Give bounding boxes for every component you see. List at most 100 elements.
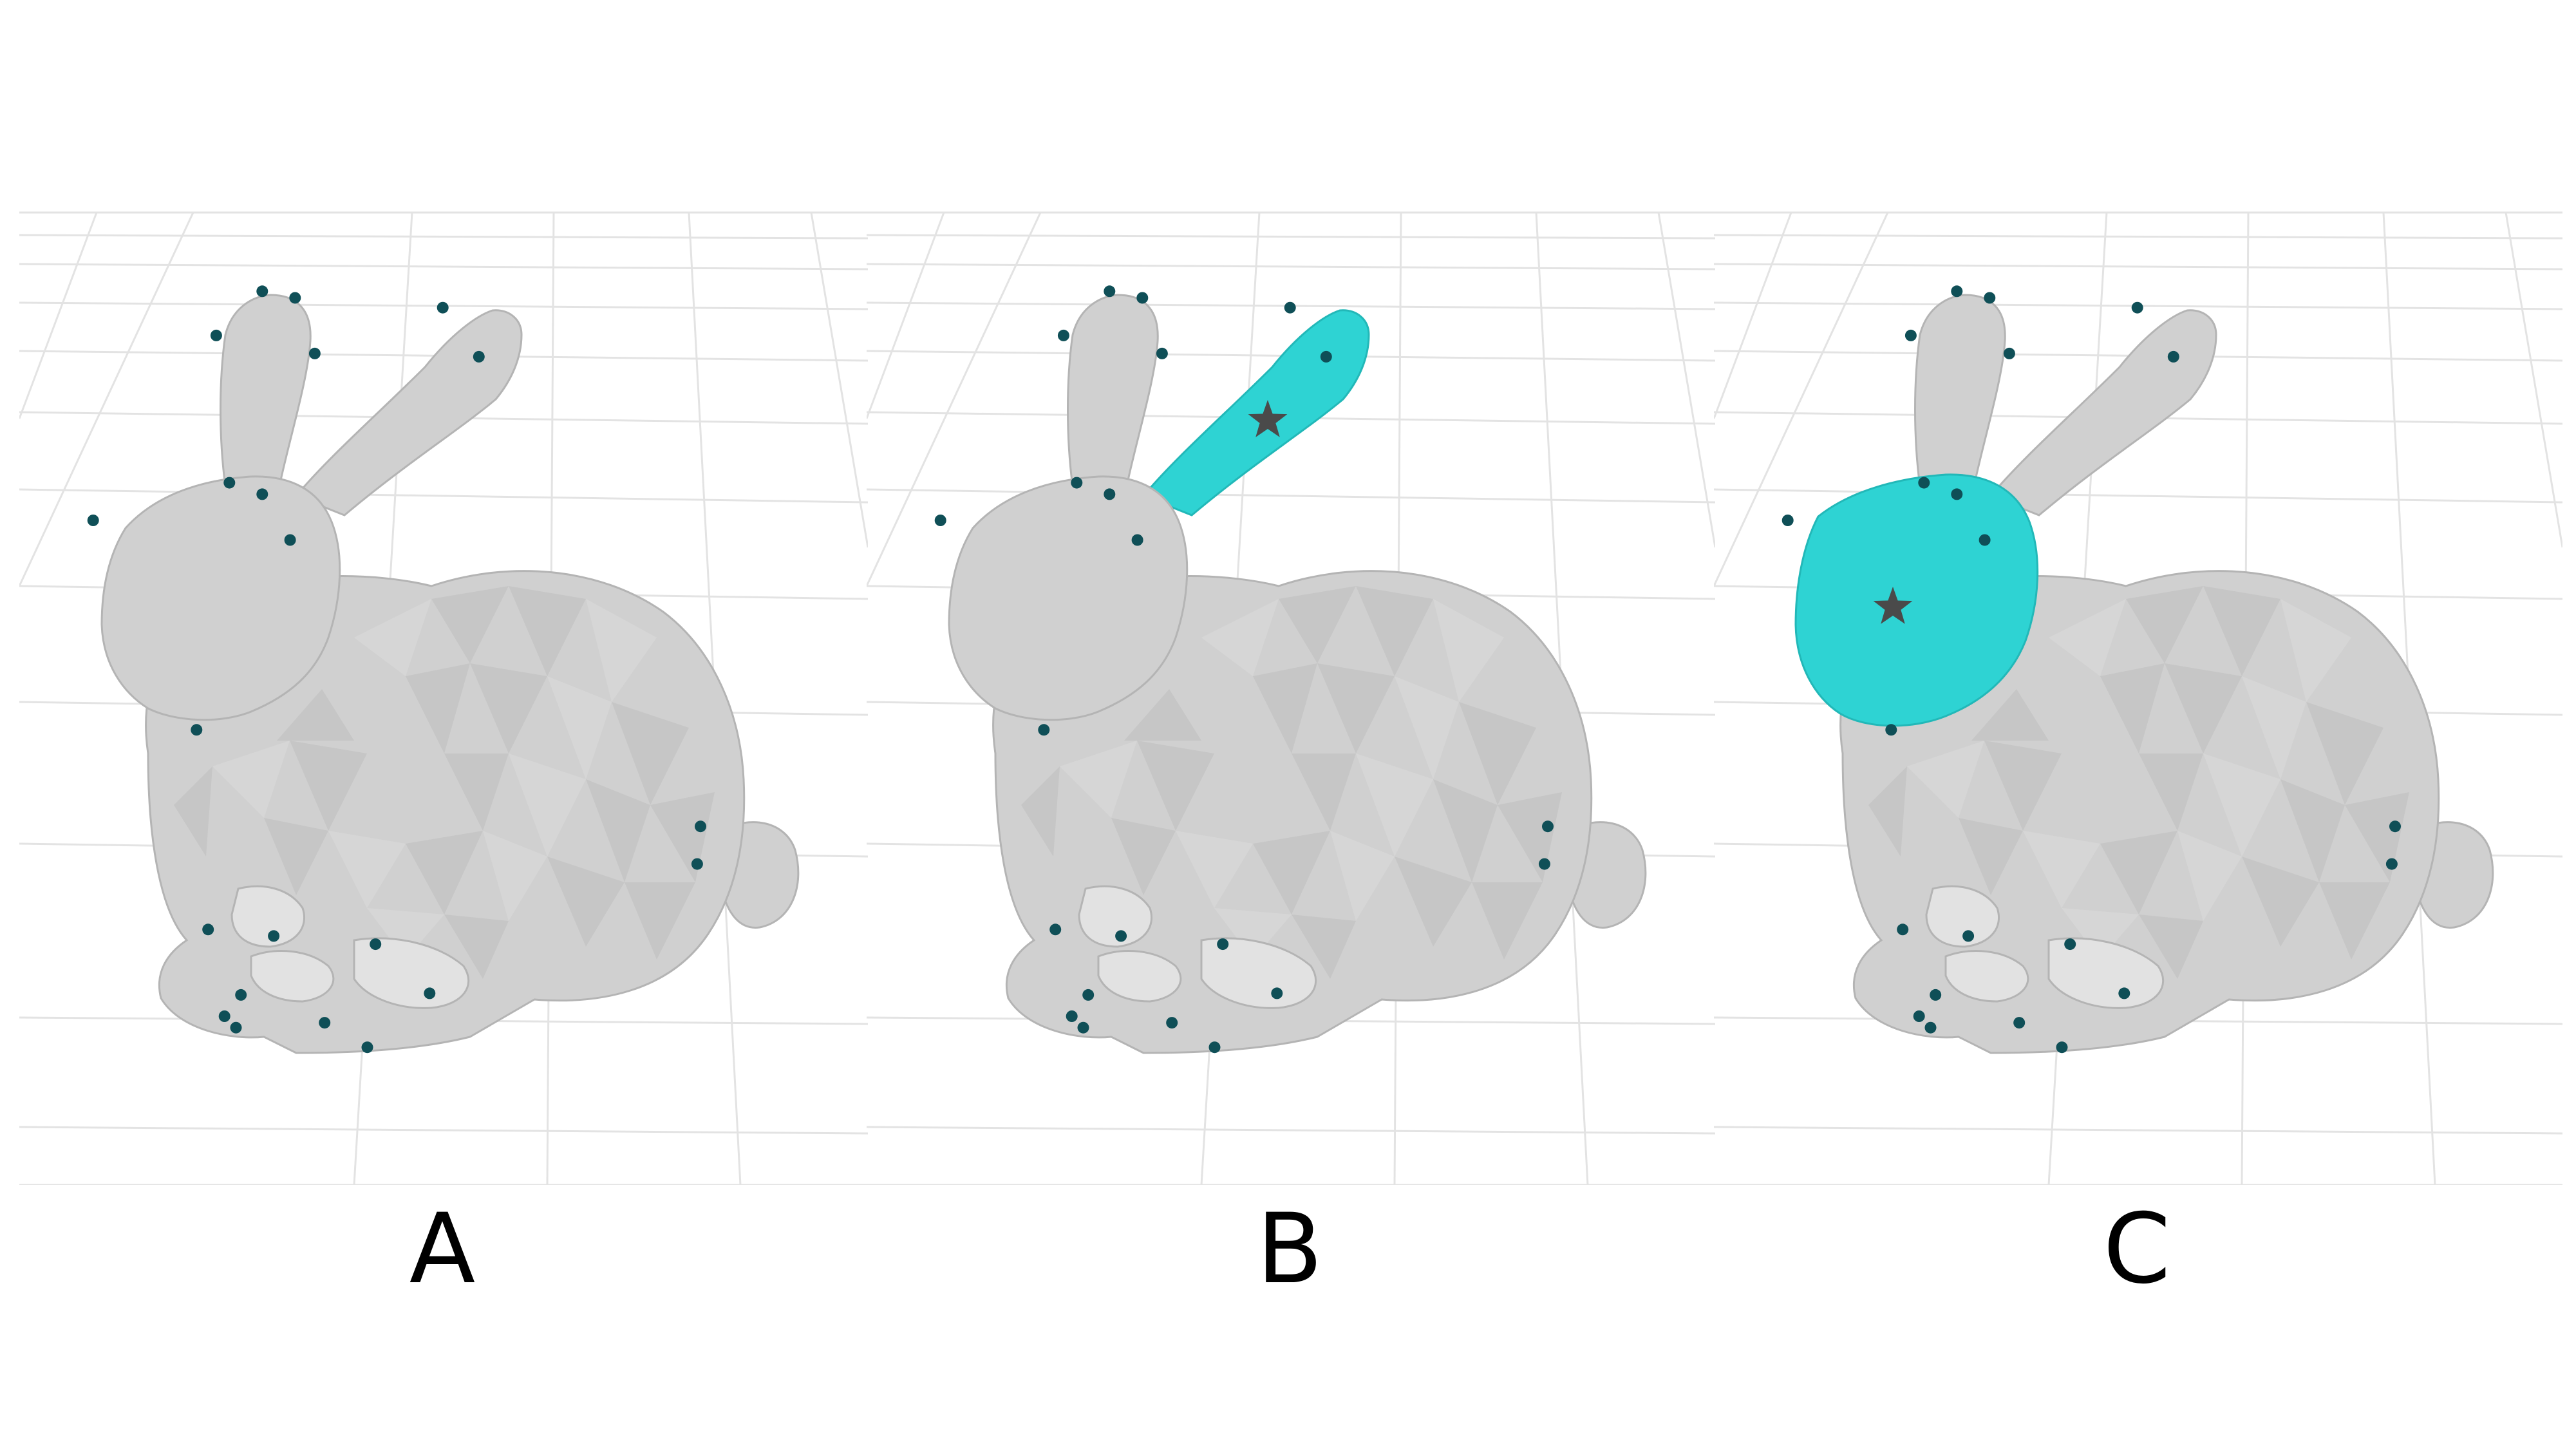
keypoint-dot: [1217, 938, 1229, 951]
mesh-facet: [586, 599, 657, 702]
highlighted-head-region: [1794, 473, 2039, 727]
keypoint-dot: [1924, 1021, 1937, 1034]
mesh-facet: [367, 908, 444, 960]
mesh-facet: [1868, 766, 1907, 857]
bunny-left-ear: [1067, 294, 1159, 488]
keypoint-dot: [1104, 488, 1116, 500]
keypoint-dot: [210, 329, 222, 341]
caption-c: C: [2103, 1193, 2171, 1305]
star-icon: [1873, 587, 1913, 624]
mesh-facet: [328, 831, 406, 908]
bunny-render-b: [867, 211, 1715, 1185]
bunny-right-ear: [1989, 309, 2217, 516]
grid-line: [1714, 263, 2562, 270]
keypoint-dot: [1166, 1017, 1178, 1029]
grid-line: [1657, 212, 1715, 548]
mesh-facet: [509, 753, 586, 857]
keypoint-dot: [1918, 477, 1930, 489]
grid-line: [1714, 1126, 2562, 1135]
bunny-foot: [250, 950, 335, 1003]
keypoints: [87, 285, 706, 1054]
keypoints: [1782, 285, 2401, 1054]
keypoint-dot: [1136, 292, 1149, 304]
mesh-facet: [1201, 599, 1279, 676]
keypoint-dot: [230, 1021, 242, 1034]
keypoint-dot: [1951, 488, 1963, 500]
bunny-mesh: [100, 294, 800, 1054]
mesh-facet: [1971, 689, 2049, 741]
keypoint-dot: [370, 938, 382, 951]
mesh-facet: [1279, 586, 1356, 663]
keypoint-dot: [1897, 923, 1909, 936]
keypoint-dot: [308, 347, 321, 359]
mesh-facet: [612, 702, 689, 805]
star-icon: [1248, 400, 1288, 437]
mesh-facet: [406, 831, 483, 914]
keypoints: [934, 285, 1554, 1054]
keypoint-dot: [319, 1017, 331, 1029]
keypoint-dot: [934, 515, 946, 526]
keypoint-dot: [1049, 923, 1062, 936]
grid-line: [19, 212, 194, 587]
grid-line: [2505, 212, 2562, 548]
grid-line: [19, 263, 868, 270]
keypoint-dot: [2056, 1041, 2068, 1054]
mesh-facet: [470, 663, 547, 753]
mesh-facet: [509, 586, 586, 676]
bunny-foot: [1925, 885, 2000, 948]
mesh-facet: [1330, 831, 1395, 921]
grid-line: [1714, 212, 1792, 419]
grid-line: [19, 1126, 868, 1135]
grid-line: [810, 212, 868, 548]
mesh-facet: [1472, 882, 1543, 960]
bunny-mesh: [948, 294, 1647, 1054]
keypoint-dot: [1951, 285, 1963, 298]
mesh-facet: [547, 857, 625, 947]
mesh-facet: [2242, 857, 2319, 947]
mesh-facet: [2100, 663, 2165, 753]
grid-line: [867, 488, 1715, 504]
panel-c: [1714, 187, 2562, 1185]
bunny-foot: [353, 937, 470, 1009]
keypoint-dot: [191, 724, 203, 736]
keypoint-dot: [235, 989, 247, 1001]
mesh-facet: [1356, 586, 1433, 676]
mesh-facet: [1060, 741, 1137, 818]
mesh-facet: [2203, 586, 2280, 676]
bunny-right-ear: [294, 309, 523, 516]
keypoint-dot: [1538, 858, 1550, 870]
grid-line: [19, 488, 868, 504]
mesh-facet: [444, 753, 509, 831]
grid-line: [867, 1126, 1715, 1135]
mesh-facet: [2062, 908, 2139, 960]
keypoint-dot: [1782, 515, 1794, 526]
mesh-facet: [1395, 857, 1472, 947]
mesh-facet: [2100, 831, 2177, 914]
keypoint-dot: [256, 488, 268, 500]
keypoint-dot: [1066, 1010, 1078, 1022]
caption-b: B: [1256, 1193, 1323, 1305]
keypoint-dot: [1038, 724, 1050, 736]
keypoint-dot: [1115, 930, 1127, 942]
bunny-foot: [2047, 937, 2165, 1009]
keypoint-dot: [1284, 301, 1296, 314]
mesh-facet: [1137, 741, 1214, 831]
keypoint-dot: [256, 285, 268, 298]
mesh-facet: [1984, 741, 2062, 831]
mesh-facet: [354, 599, 431, 676]
mesh-facet: [2165, 663, 2242, 753]
mesh-facet: [1253, 663, 1317, 753]
mesh-facet: [1021, 766, 1060, 857]
mesh-facet: [277, 689, 354, 741]
mesh-facet: [1176, 831, 1253, 908]
mesh-facet: [2319, 882, 2390, 960]
keypoint-dot: [1913, 1010, 1925, 1022]
mesh-facet: [1292, 914, 1356, 979]
keypoint-dot: [289, 292, 301, 304]
mesh-facet: [174, 766, 212, 857]
mesh-facet: [2306, 702, 2383, 805]
bunny-foot: [230, 885, 306, 948]
mesh-facet: [1459, 702, 1536, 805]
keypoint-dot: [268, 930, 280, 942]
bunny-head: [948, 475, 1189, 721]
